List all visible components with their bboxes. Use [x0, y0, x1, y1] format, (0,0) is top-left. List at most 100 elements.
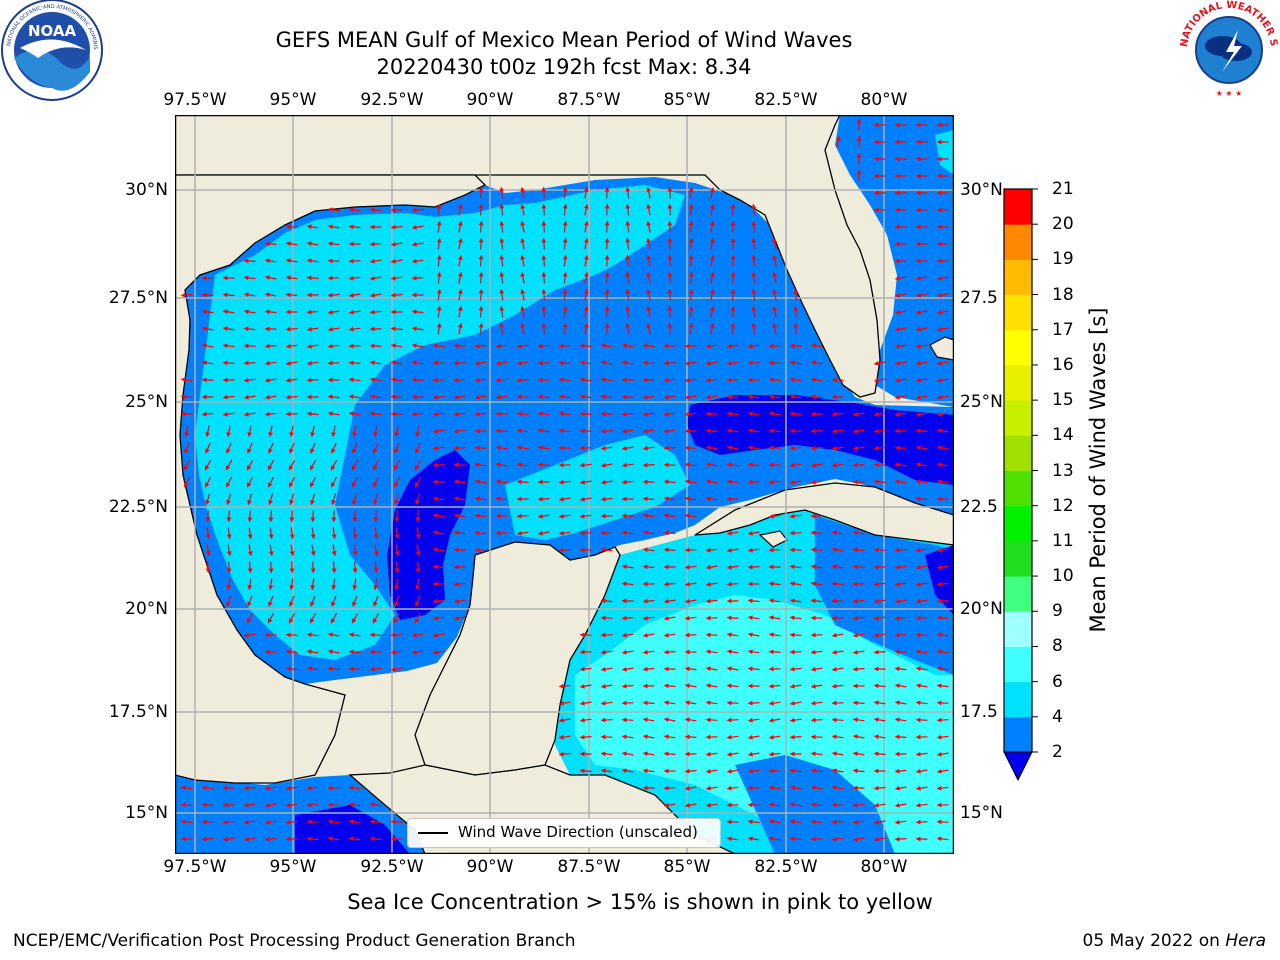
wind-wave-arrow [726, 479, 739, 485]
wind-wave-arrow [793, 305, 799, 318]
wind-wave-arrow [453, 615, 466, 621]
lat-label-left: 20°N [125, 599, 168, 619]
wind-wave-arrow [226, 425, 232, 438]
wind-wave-arrow [873, 445, 886, 451]
wind-wave-arrow [369, 258, 382, 264]
wind-wave-arrow [205, 442, 211, 454]
wind-wave-arrow [852, 428, 865, 434]
wind-wave-arrow [705, 717, 718, 723]
wind-wave-arrow [600, 700, 613, 706]
wind-wave-arrow [663, 377, 676, 383]
wind-wave-arrow [226, 493, 232, 506]
wind-wave-arrow [667, 237, 673, 250]
wind-wave-arrow [915, 292, 928, 298]
wind-wave-arrow [705, 666, 718, 672]
wind-wave-arrow [243, 836, 256, 842]
wind-wave-arrow [684, 411, 697, 417]
wind-wave-arrow [411, 411, 424, 417]
wind-wave-arrow [768, 649, 781, 655]
wind-wave-arrow [348, 836, 361, 842]
wind-wave-arrow [642, 462, 655, 468]
wind-wave-arrow [852, 411, 865, 417]
wind-wave-arrow [499, 254, 505, 267]
atlantic-water [835, 115, 954, 407]
wind-wave-arrow [541, 288, 547, 301]
wind-wave-arrow [663, 717, 676, 723]
wind-wave-arrow [705, 564, 718, 570]
wind-wave-arrow [852, 547, 865, 553]
wind-wave-arrow [894, 343, 907, 349]
wind-wave-arrow [604, 186, 610, 199]
pacific-deep [295, 805, 410, 854]
colorbar-band [1004, 224, 1032, 260]
colorbar-tick-label: 15 [1052, 390, 1074, 411]
wind-wave-arrow [537, 445, 550, 451]
wind-wave-arrow [726, 836, 739, 842]
wind-wave-arrow [306, 666, 319, 672]
wind-wave-arrow [583, 305, 589, 318]
wind-wave-arrow [684, 343, 697, 349]
wind-wave-arrow [705, 360, 718, 366]
wind-wave-arrow [201, 343, 214, 349]
wind-wave-arrow [894, 275, 907, 281]
wind-wave-arrow [810, 581, 823, 587]
wind-wave-arrow [264, 241, 277, 247]
wind-wave-arrow [663, 513, 676, 519]
colorbar-tick-label: 6 [1052, 671, 1063, 692]
wind-wave-arrow [478, 220, 484, 233]
wind-wave-arrow [915, 496, 928, 502]
wind-wave-arrow [726, 683, 739, 689]
wind-wave-arrow [600, 445, 613, 451]
wind-wave-arrow [751, 237, 757, 250]
wind-wave-arrow [352, 510, 358, 523]
wind-wave-arrow [204, 459, 212, 471]
wind-wave-arrow [621, 666, 634, 672]
colorbar-tick-label: 11 [1052, 530, 1074, 551]
wind-wave-arrow [894, 836, 907, 842]
colorbar-band [1004, 716, 1032, 753]
colorbar-tick-label: 9 [1052, 601, 1063, 622]
wind-wave-arrow [373, 578, 379, 591]
colorbar-band [1004, 364, 1032, 401]
wind-wave-arrow [180, 377, 193, 383]
wind-wave-arrow [436, 305, 442, 318]
wind-wave-arrow [831, 547, 844, 553]
wind-wave-arrow [306, 224, 319, 230]
wind-wave-arrow [348, 292, 361, 298]
lon-label-bottom: 82.5°W [754, 857, 818, 877]
wind-wave-arrow [579, 734, 592, 740]
wind-wave-arrow [411, 632, 424, 638]
wind-wave-arrow [373, 561, 379, 574]
wind-wave-arrow [726, 751, 739, 757]
wind-wave-arrow [390, 819, 403, 825]
wind-wave-arrow [642, 598, 655, 604]
wind-wave-arrow [285, 326, 298, 332]
lon-label-bottom: 95°W [269, 857, 317, 877]
wind-wave-arrow [663, 411, 676, 417]
wind-wave-arrow [747, 819, 760, 825]
wind-wave-arrow [709, 271, 715, 284]
wind-wave-arrow [453, 581, 466, 587]
wind-wave-arrow [684, 666, 697, 672]
wind-wave-arrow [831, 768, 844, 774]
wind-wave-arrow [541, 322, 547, 335]
wind-wave-arrow [495, 496, 508, 502]
wind-wave-arrow [789, 683, 802, 689]
wind-wave-arrow [684, 598, 697, 604]
wind-wave-arrow [705, 649, 718, 655]
wind-wave-arrow [495, 530, 508, 536]
wind-wave-arrow [663, 649, 676, 655]
wind-wave-arrow [894, 445, 907, 451]
wind-wave-arrow [222, 836, 235, 842]
wind-wave-arrow [810, 700, 823, 706]
wind-wave-arrow [201, 326, 214, 332]
wind-wave-arrow [204, 476, 212, 488]
wind-wave-arrow [621, 445, 634, 451]
wind-wave-arrow [625, 237, 631, 250]
wind-wave-arrow [642, 615, 655, 621]
wind-wave-arrow [747, 360, 760, 366]
wind-wave-arrow [747, 564, 760, 570]
wind-wave-arrow [562, 288, 568, 301]
wind-wave-arrow [600, 496, 613, 502]
wind-wave-arrow [516, 513, 529, 519]
